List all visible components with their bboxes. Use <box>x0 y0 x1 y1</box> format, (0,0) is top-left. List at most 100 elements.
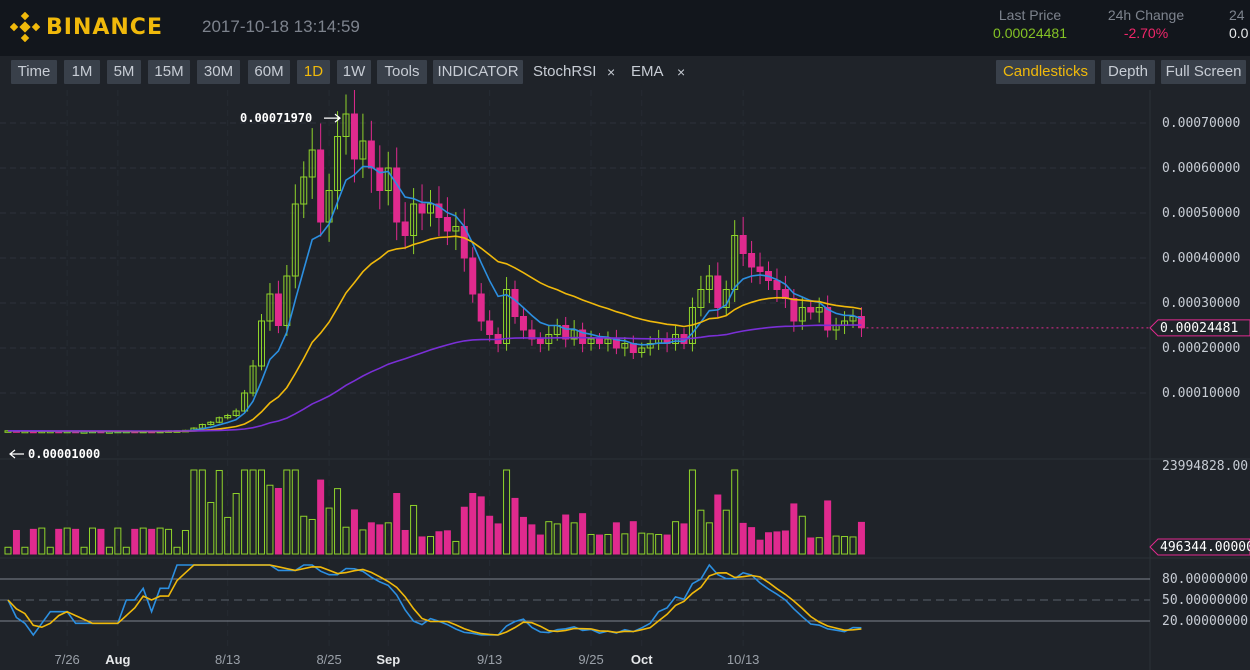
time-tick-label: 7/26 <box>54 652 79 667</box>
candle-up <box>359 140 367 160</box>
remove-stochrsi-icon[interactable]: × <box>607 64 616 80</box>
candle-up <box>249 365 257 394</box>
volume-bar <box>519 516 527 555</box>
candle-down <box>748 253 756 268</box>
candle-up <box>342 113 350 137</box>
volume-bar <box>629 521 637 555</box>
volume-bar <box>596 534 603 555</box>
volume-bar <box>604 533 612 555</box>
candle-down <box>376 167 384 191</box>
candle-down <box>393 167 401 223</box>
volume-bar <box>427 536 434 555</box>
interval-60m-button[interactable]: 60M <box>248 60 290 84</box>
volume-bar <box>105 546 113 555</box>
interval-15m-button[interactable]: 15M <box>148 60 190 84</box>
volume-bar <box>29 528 37 555</box>
candle-up <box>224 415 232 419</box>
interval-5m-button[interactable]: 5M <box>107 60 141 84</box>
volume-bar <box>342 526 350 555</box>
ema-long-line <box>8 324 862 432</box>
binance-logo[interactable]: BINANCE <box>10 11 163 43</box>
candle-down <box>739 235 747 254</box>
indicator-stochrsi[interactable]: StochRSI <box>533 63 597 80</box>
depth-button[interactable]: Depth <box>1101 60 1155 84</box>
volume-bar <box>688 469 696 555</box>
remove-ema-icon[interactable]: × <box>677 64 686 80</box>
volume-bar <box>21 546 29 555</box>
volume-bar <box>528 524 536 555</box>
indicator-ema[interactable]: EMA <box>631 63 664 80</box>
time-tick-label: Oct <box>631 652 653 667</box>
candle-down <box>274 293 282 326</box>
volume-bar <box>131 528 139 555</box>
interval-1m-button[interactable]: 1M <box>64 60 100 84</box>
stochrsi-panel <box>0 563 1150 637</box>
candle-down <box>469 257 477 295</box>
time-tick-label: Aug <box>105 652 130 667</box>
volume-bar <box>714 494 722 555</box>
volume-bar <box>249 469 257 555</box>
candle-down <box>477 293 485 322</box>
candle-up <box>308 149 316 178</box>
candle-down <box>486 320 494 335</box>
price-tick-label: 0.00040000 <box>1162 251 1240 266</box>
volume-bar <box>274 487 282 555</box>
change-label: 24h Change <box>1107 7 1185 23</box>
volume-bar <box>215 469 223 555</box>
volume-bar <box>756 539 764 555</box>
candle-up <box>452 226 460 232</box>
volume-bar <box>12 529 20 555</box>
volume-bar <box>401 529 409 555</box>
candle-down <box>528 329 536 340</box>
candle-down <box>807 307 815 313</box>
interval-1w-button[interactable]: 1W <box>337 60 371 84</box>
volume-bar <box>190 469 198 555</box>
interval-30m-button[interactable]: 30M <box>197 60 240 84</box>
price-chart[interactable]: 0.00070000 0.00060000 0.00050000 0.00040000… <box>0 90 1250 670</box>
indicator-button[interactable]: INDICATOR <box>433 60 523 84</box>
candle-up <box>646 343 654 349</box>
stoch-tick-label: 50.00000000 <box>1162 593 1248 608</box>
volume-bar <box>165 528 173 555</box>
time-tick-label: 8/25 <box>316 652 341 667</box>
candle-down <box>773 280 781 290</box>
volume-bar <box>680 523 688 555</box>
volume-bar <box>308 518 316 555</box>
candle-up <box>570 329 578 340</box>
candlesticks-button[interactable]: Candlesticks <box>996 60 1095 84</box>
volume-bar <box>486 515 494 555</box>
server-datetime: 2017-10-18 13:14:59 <box>202 17 360 36</box>
volume-bar <box>748 527 756 555</box>
volume-bar <box>545 521 553 555</box>
volume-bar <box>266 484 274 555</box>
time-tick-label: 8/13 <box>215 652 240 667</box>
interval-1d-button[interactable]: 1D <box>297 60 330 84</box>
volume-bar <box>494 523 502 555</box>
last-price-value: 0.00024481 <box>993 25 1067 41</box>
current-price-label: 0.00024481 <box>1160 321 1238 336</box>
volume-bar <box>579 513 587 555</box>
volume-bar <box>739 522 747 555</box>
volume-bar <box>672 521 680 555</box>
volume-bar <box>562 514 570 555</box>
tools-button[interactable]: Tools <box>377 60 427 84</box>
interval-time-button[interactable]: Time <box>11 60 57 84</box>
volume-bar <box>807 537 815 555</box>
candle-down <box>443 217 451 232</box>
volume-stat-label: 24 <box>1229 7 1245 23</box>
volume-bar <box>334 488 342 555</box>
high-arrow-icon <box>324 113 341 123</box>
volume-bar <box>300 515 308 555</box>
candle-up <box>731 235 739 290</box>
volume-bar <box>798 515 806 555</box>
candle-down <box>435 203 443 218</box>
candle-down <box>714 275 722 308</box>
candle-down <box>579 329 587 344</box>
candle-up <box>849 316 857 322</box>
time-axis: 7/26 Aug 8/13 8/25 Sep 9/13 9/25 Oct 10/13 <box>54 652 759 667</box>
volume-bar <box>638 532 646 555</box>
volume-bar <box>114 527 122 555</box>
full-screen-button[interactable]: Full Screen <box>1161 60 1246 84</box>
candle-down <box>612 338 620 349</box>
candle-down <box>790 298 798 322</box>
